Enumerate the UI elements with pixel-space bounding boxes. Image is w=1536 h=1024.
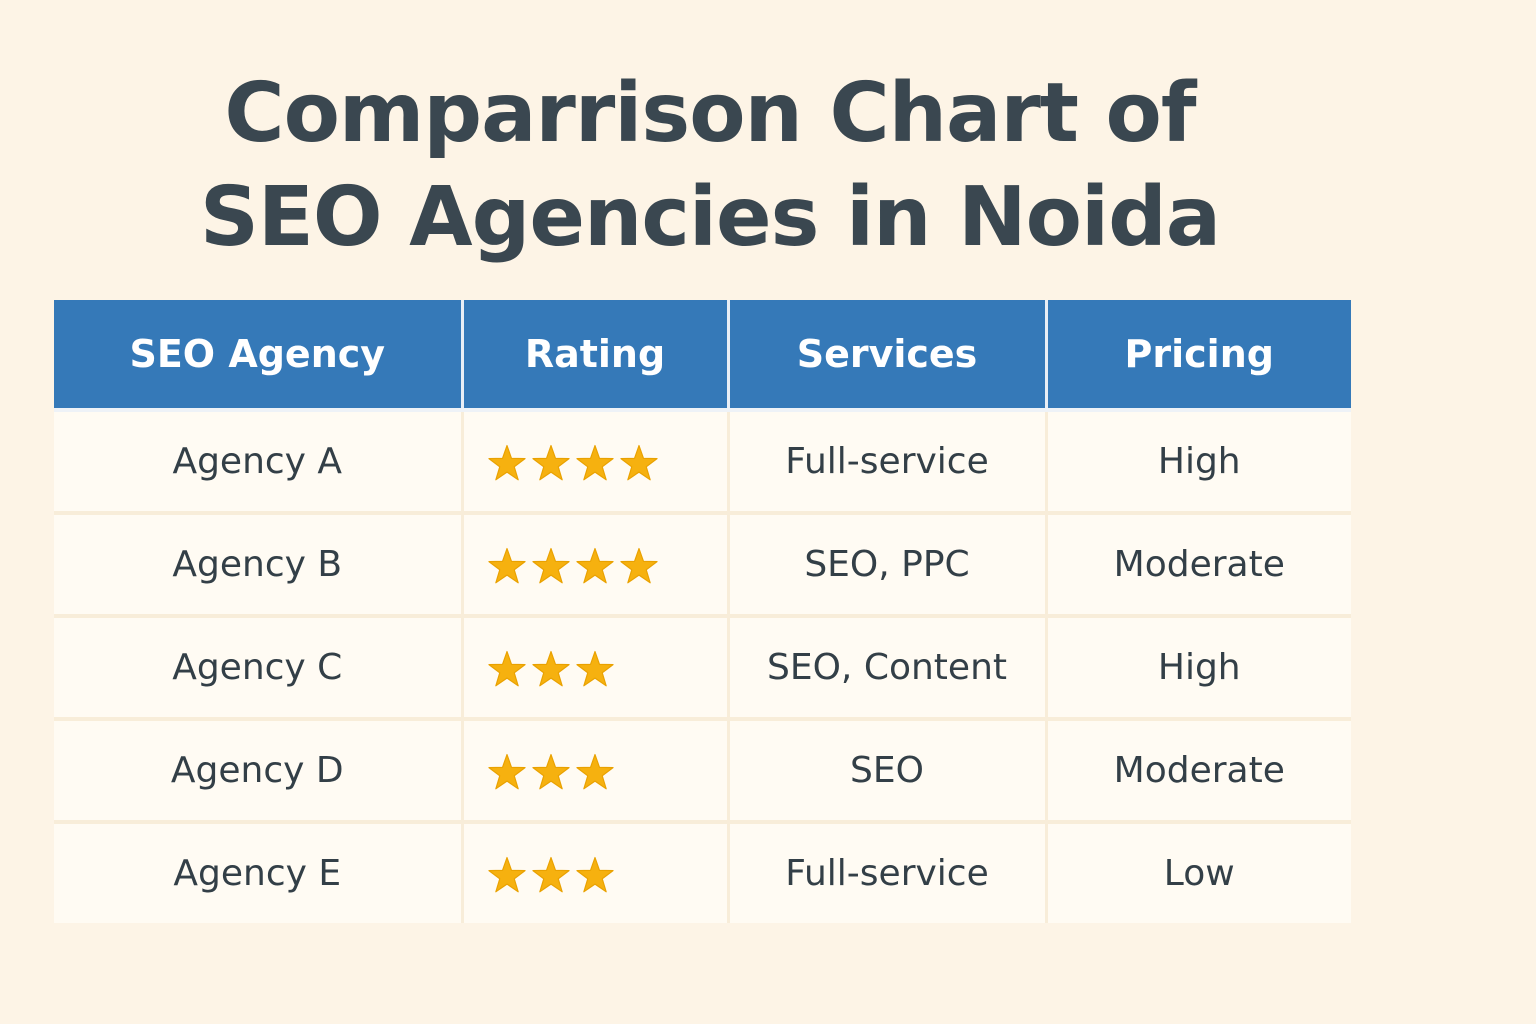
comparison-table: SEO Agency Rating Services Pricing Agenc… xyxy=(54,300,1351,923)
star-icon xyxy=(487,753,526,790)
star-icon xyxy=(575,650,614,687)
services-cell: SEO, PPC xyxy=(726,513,1046,618)
pricing-cell: Moderate xyxy=(1044,513,1351,618)
chart-title-line-1: Comparrison Chart of xyxy=(224,66,1196,161)
chart-title-line-2: SEO Agencies in Noida xyxy=(199,170,1221,265)
table-row: Agency B SEO, PPC Moderate xyxy=(54,513,1351,618)
services-cell: SEO xyxy=(726,719,1046,824)
rating-stars xyxy=(487,444,658,482)
star-icon xyxy=(531,547,570,584)
star-icon xyxy=(575,547,614,584)
rating-stars xyxy=(487,650,614,688)
star-icon xyxy=(487,547,526,584)
rating-stars xyxy=(487,547,658,585)
star-icon xyxy=(531,753,570,790)
chart-title: Comparrison Chart of SEO Agencies in Noi… xyxy=(0,62,1420,270)
pricing-cell: High xyxy=(1044,410,1351,515)
star-icon xyxy=(487,444,526,481)
agency-name: Agency A xyxy=(54,410,462,515)
agency-name: Agency E xyxy=(54,822,462,923)
rating-cell xyxy=(460,822,728,923)
agency-name: Agency B xyxy=(54,513,462,618)
pricing-cell: Moderate xyxy=(1044,719,1351,824)
services-cell: Full-service xyxy=(726,822,1046,923)
header-pricing: Pricing xyxy=(1044,300,1351,412)
star-icon xyxy=(575,444,614,481)
header-seo-agency: SEO Agency xyxy=(54,300,462,412)
rating-cell xyxy=(460,719,728,824)
pricing-cell: Low xyxy=(1044,822,1351,923)
rating-stars xyxy=(487,753,614,791)
agency-name: Agency D xyxy=(54,719,462,824)
rating-cell xyxy=(460,616,728,721)
star-icon xyxy=(487,856,526,893)
header-services: Services xyxy=(726,300,1046,412)
star-icon xyxy=(531,650,570,687)
rating-cell xyxy=(460,513,728,618)
star-icon xyxy=(487,650,526,687)
star-icon xyxy=(531,444,570,481)
star-icon xyxy=(619,547,658,584)
star-icon xyxy=(575,856,614,893)
rating-cell xyxy=(460,410,728,515)
star-icon xyxy=(531,856,570,893)
rating-stars xyxy=(487,856,614,894)
services-cell: Full-service xyxy=(726,410,1046,515)
table-row: Agency A Full-service High xyxy=(54,410,1351,515)
table-header-row: SEO Agency Rating Services Pricing xyxy=(54,300,1351,412)
star-icon xyxy=(575,753,614,790)
table-row: Agency C SEO, Content High xyxy=(54,616,1351,721)
table-row: Agency E Full-service Low xyxy=(54,822,1351,923)
star-icon xyxy=(619,444,658,481)
table-row: Agency D SEO Moderate xyxy=(54,719,1351,824)
header-rating: Rating xyxy=(460,300,728,412)
services-cell: SEO, Content xyxy=(726,616,1046,721)
agency-name: Agency C xyxy=(54,616,462,721)
pricing-cell: High xyxy=(1044,616,1351,721)
